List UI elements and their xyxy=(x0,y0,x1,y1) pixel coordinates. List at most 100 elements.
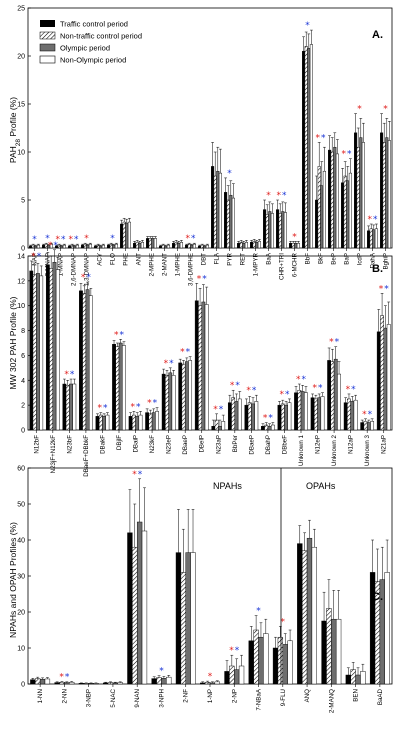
panel-c-label: C. xyxy=(372,591,383,603)
bar xyxy=(317,397,322,431)
bar xyxy=(214,681,220,685)
bar xyxy=(213,175,217,249)
bar xyxy=(168,372,173,431)
bar xyxy=(231,197,235,249)
bar xyxy=(55,269,60,431)
bar xyxy=(166,244,170,249)
bar xyxy=(320,185,324,249)
x-tick-label: BbF xyxy=(305,253,312,265)
x-tick-label: 2-MANQ xyxy=(328,689,335,713)
bar xyxy=(252,241,256,249)
bar xyxy=(263,209,267,249)
significance-star: * xyxy=(84,234,89,244)
y-tick-label: 10 xyxy=(17,150,25,157)
bar xyxy=(188,360,193,431)
significance-star: * xyxy=(147,399,152,409)
bar xyxy=(211,166,215,249)
x-tick-label: N23kF xyxy=(149,435,156,453)
bar xyxy=(333,358,338,431)
bar xyxy=(294,242,298,249)
bar xyxy=(138,242,142,249)
significance-star: * xyxy=(252,386,257,396)
panel-c-ylabel: NPAHs and OPAH Profiles (%) xyxy=(8,522,18,638)
bar xyxy=(204,681,211,685)
bar xyxy=(125,222,129,249)
y-tick-label: 2 xyxy=(21,403,25,410)
legend-label-non-traffic: Non-traffic control period xyxy=(60,32,142,41)
bar xyxy=(248,640,254,685)
legend-swatch-traffic xyxy=(40,20,55,27)
bar xyxy=(107,682,114,685)
bar xyxy=(127,221,131,249)
bar xyxy=(204,304,209,431)
significance-star: * xyxy=(256,607,261,617)
significance-star: * xyxy=(313,384,318,394)
bar xyxy=(229,194,233,249)
bar xyxy=(376,331,381,431)
bar xyxy=(114,243,118,249)
x-tick-label: DBbeF xyxy=(281,435,288,454)
bar xyxy=(107,244,111,249)
x-tick-label: 2-MPHE xyxy=(149,253,156,276)
bar xyxy=(161,244,165,249)
significance-star: * xyxy=(316,133,321,143)
bar xyxy=(120,223,124,249)
bar xyxy=(54,682,60,685)
significance-star: * xyxy=(103,404,108,414)
x-tick-label: 2-NP xyxy=(231,689,238,703)
bar xyxy=(155,411,159,431)
bar xyxy=(62,383,67,431)
bar xyxy=(214,419,219,431)
bar xyxy=(239,242,243,249)
y-tick-label: 14 xyxy=(17,254,25,261)
significance-star: * xyxy=(132,470,137,480)
bar xyxy=(93,683,99,685)
y-tick-label: 10 xyxy=(17,646,25,653)
x-tick-label: DBaeF+DBbkF xyxy=(83,435,90,477)
bar xyxy=(268,211,272,249)
x-tick-label: DBaeP xyxy=(182,435,189,455)
significance-star: * xyxy=(329,338,334,348)
bar xyxy=(34,245,38,249)
bar xyxy=(224,671,230,685)
bar xyxy=(181,363,186,431)
bar xyxy=(343,175,347,249)
significance-star: * xyxy=(191,234,196,244)
bar xyxy=(306,537,313,685)
bar xyxy=(175,552,182,685)
significance-star: * xyxy=(379,284,384,294)
bar xyxy=(145,412,150,431)
bar xyxy=(234,401,239,431)
y-tick-label: 60 xyxy=(17,466,25,473)
bar xyxy=(218,426,222,431)
y-tick-label: 0 xyxy=(21,682,25,689)
bar xyxy=(276,209,280,249)
group-label-npahs: NPAHs xyxy=(213,481,242,491)
bar xyxy=(118,342,123,431)
significance-star: * xyxy=(197,274,202,284)
significance-star: * xyxy=(235,646,240,656)
bar xyxy=(258,636,264,685)
bar xyxy=(242,242,246,249)
bar xyxy=(289,242,293,249)
x-tick-label: 1-MPYR xyxy=(253,252,260,276)
bar xyxy=(75,244,79,249)
bar xyxy=(112,344,116,431)
x-tick-label: ANQ xyxy=(304,689,311,703)
x-tick-label: 9-NAN xyxy=(134,689,141,708)
bar xyxy=(283,212,287,249)
bar xyxy=(296,242,300,249)
bar xyxy=(337,373,341,431)
bar xyxy=(355,674,361,685)
significance-star: * xyxy=(279,390,284,400)
significance-star: * xyxy=(362,410,367,420)
x-tick-label: 2-MANT xyxy=(162,253,169,276)
significance-star: * xyxy=(347,150,352,160)
bar xyxy=(31,244,35,249)
bar xyxy=(159,245,163,249)
significance-star: * xyxy=(346,385,351,395)
bar xyxy=(350,669,356,685)
y-tick-label: 25 xyxy=(17,6,25,13)
bar xyxy=(350,401,355,431)
